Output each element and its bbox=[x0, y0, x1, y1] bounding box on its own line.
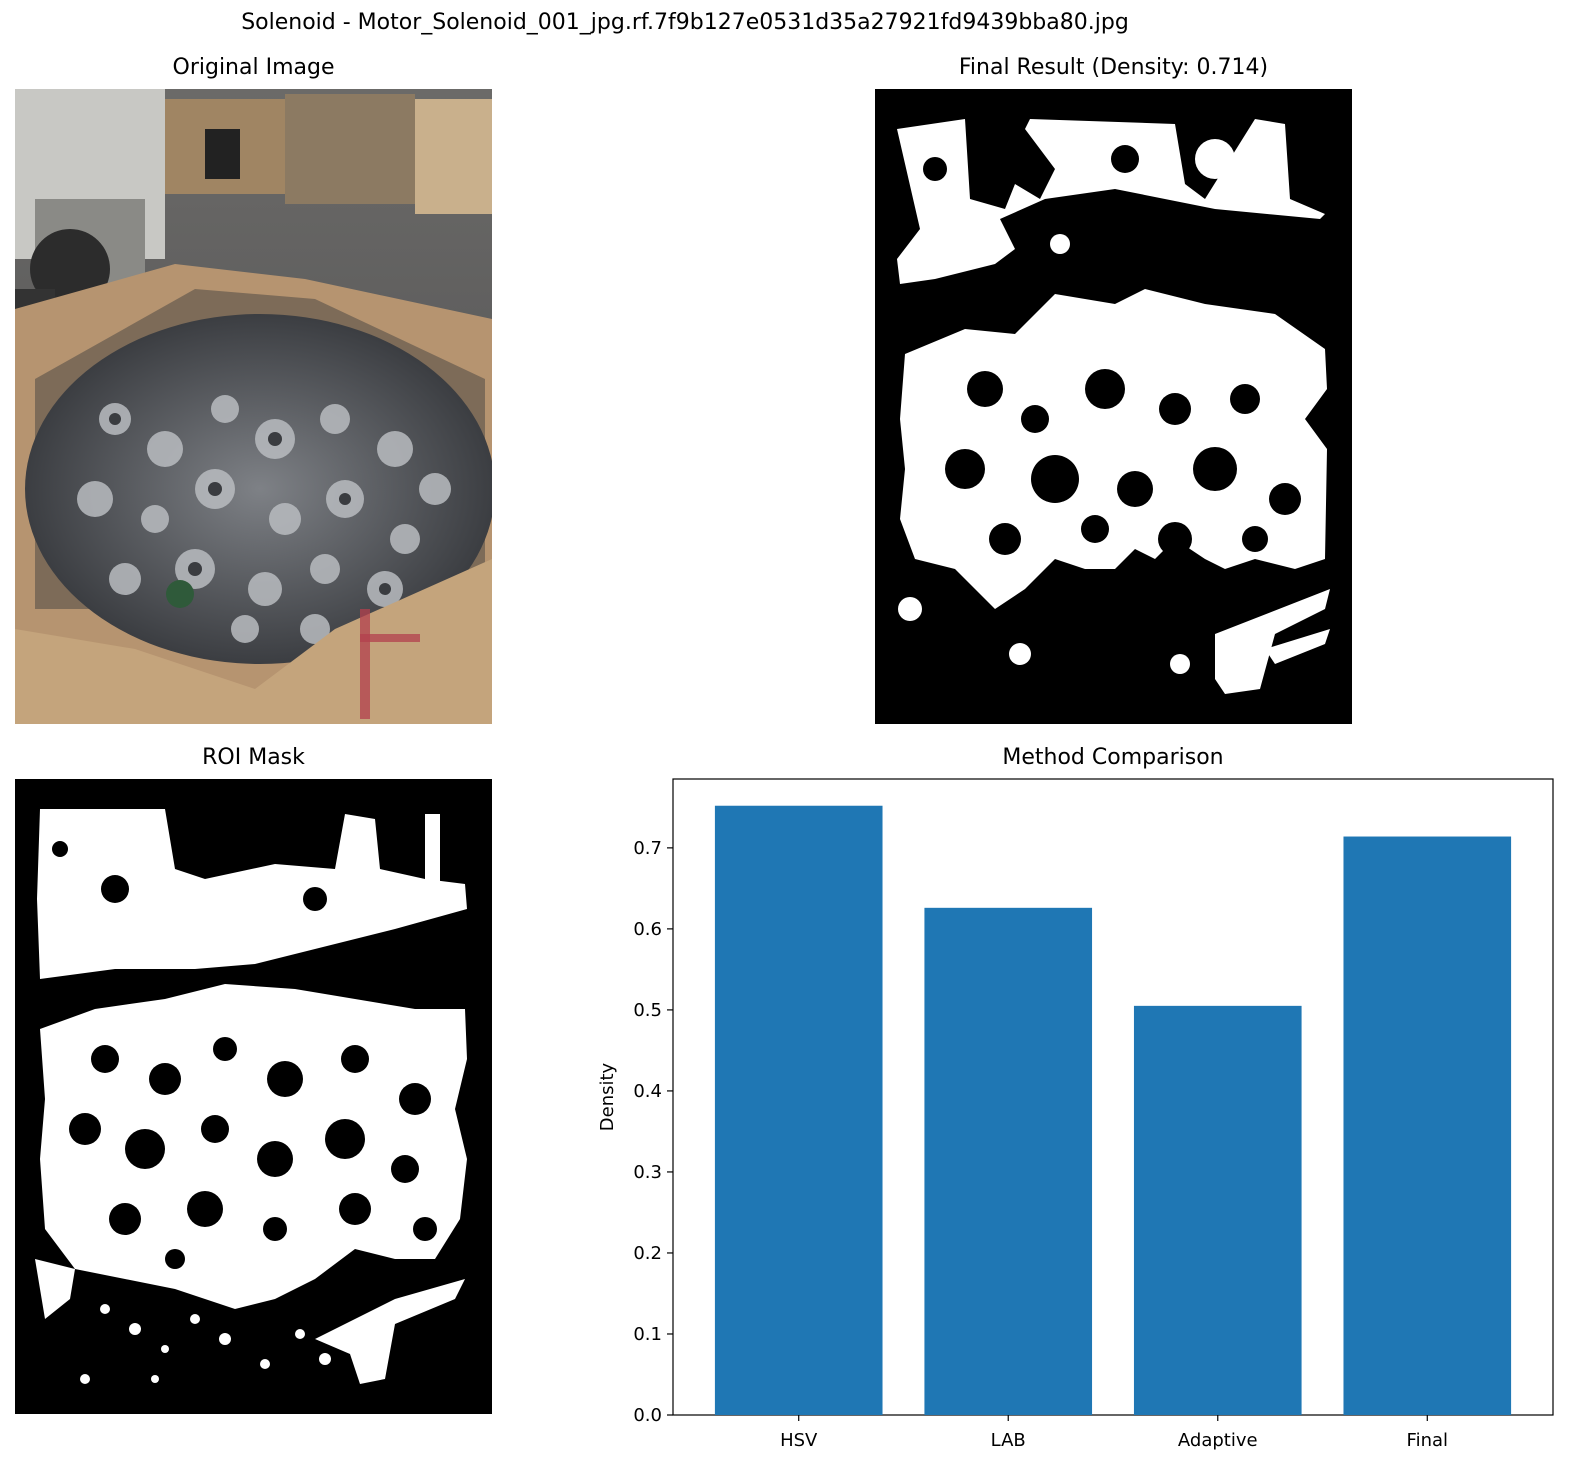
x-tick-label: LAB bbox=[991, 1430, 1026, 1451]
original-image-drawing bbox=[15, 89, 492, 724]
y-tick-label: 0.1 bbox=[633, 1324, 662, 1345]
bar-final bbox=[1343, 836, 1512, 1415]
bar-adaptive bbox=[1133, 1005, 1302, 1415]
figure-suptitle: Solenoid - Motor_Solenoid_001_jpg.rf.7f9… bbox=[241, 10, 1129, 35]
y-axis-label: Density bbox=[597, 1062, 618, 1131]
y-tick-label: 0.6 bbox=[633, 919, 662, 940]
bar-hsv bbox=[714, 805, 883, 1415]
roi-mask bbox=[15, 779, 492, 1414]
y-tick-label: 0.3 bbox=[633, 1162, 662, 1183]
y-tick-label: 0.5 bbox=[633, 1000, 662, 1021]
x-tick-label: Final bbox=[1407, 1430, 1448, 1451]
bars-group bbox=[714, 805, 1512, 1415]
y-tick-label: 0.2 bbox=[633, 1243, 662, 1264]
original-image bbox=[15, 89, 492, 724]
y-tick-label: 0.7 bbox=[633, 838, 662, 859]
x-tick-label: HSV bbox=[780, 1430, 818, 1451]
final-result-mask bbox=[875, 89, 1352, 724]
chart-title: Method Comparison bbox=[1002, 745, 1224, 770]
roi-mask-drawing bbox=[15, 779, 492, 1414]
x-axis: HSV LAB Adaptive Final bbox=[780, 1415, 1448, 1451]
final-result-title: Final Result (Density: 0.714) bbox=[958, 55, 1269, 80]
plot-frame bbox=[672, 778, 1554, 1416]
y-axis: 0.0 0.1 0.2 0.3 0.4 0.5 0.6 0.7 bbox=[633, 838, 673, 1426]
y-tick-label: 0.0 bbox=[633, 1405, 662, 1426]
final-result-mask-drawing bbox=[875, 89, 1352, 724]
y-tick-label: 0.4 bbox=[633, 1081, 662, 1102]
roi-mask-title: ROI Mask bbox=[202, 745, 305, 770]
original-image-title: Original Image bbox=[172, 55, 335, 80]
x-tick-label: Adaptive bbox=[1178, 1430, 1258, 1451]
bar-lab bbox=[924, 907, 1093, 1415]
